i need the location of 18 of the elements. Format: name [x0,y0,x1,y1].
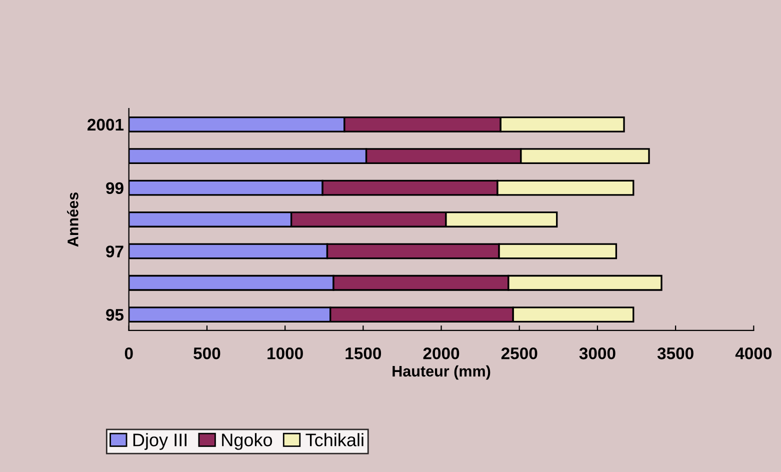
x-tick-label: 0 [124,348,133,360]
x-tick-label: 500 [194,348,220,360]
x-tick-label: 1000 [268,348,303,360]
y-tick-label: 99 [106,182,124,194]
x-tick-label: 2500 [501,348,538,360]
y-tick-label: 2001 [88,118,124,131]
y-tick-label: 97 [106,246,124,258]
y-axis-title: Années [67,192,78,247]
y-tick-label: 95 [106,308,124,321]
legend-label: Tchikali [306,433,364,446]
x-tick-label: 3500 [657,348,694,360]
x-tick-label: 4000 [735,348,772,360]
x-tick-label: 3000 [579,348,616,360]
x-tick-label: 2000 [423,348,460,360]
legend-label: Djoy III [133,433,186,450]
legend-label: Ngoko [222,433,272,450]
x-axis-title: Hauteur (mm) [392,365,490,380]
x-tick-label: 1500 [346,348,382,360]
